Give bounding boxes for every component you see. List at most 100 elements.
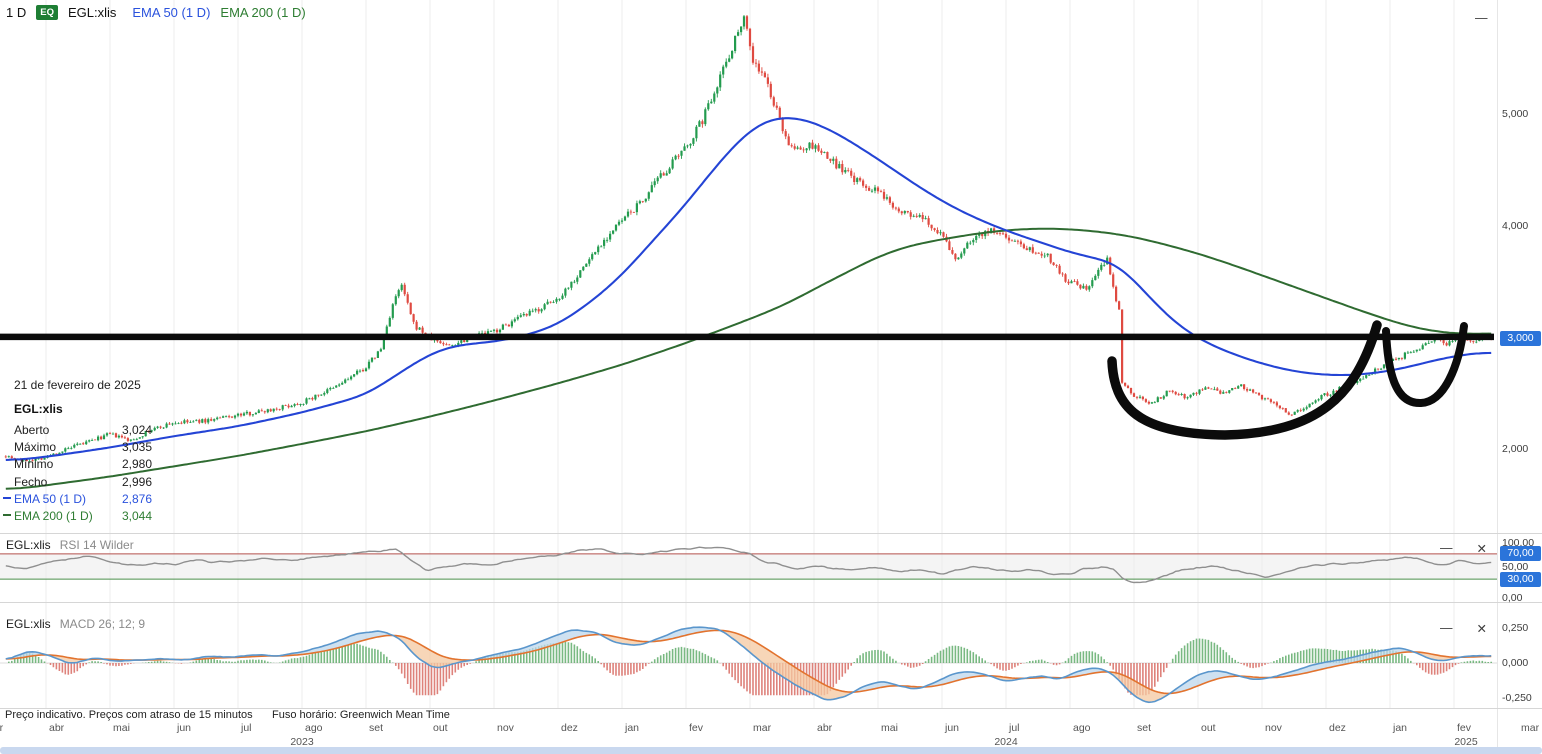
low-value: 2,980 <box>121 457 152 472</box>
timeframe-selector[interactable]: 1 D <box>6 5 27 20</box>
price-axis-tick: 5,000 <box>1502 108 1529 120</box>
ema50-overlay-label[interactable]: EMA 50 (1 D) <box>132 5 211 20</box>
price-axis-tick: 4,000 <box>1502 220 1529 232</box>
minimize-rsi-button[interactable]: — <box>1440 541 1453 555</box>
price-axis-separator <box>1497 0 1498 747</box>
rsi-panel-buttons: — ✕ <box>1440 541 1487 556</box>
month-label: jan <box>1393 722 1408 734</box>
macd-axis-tick: -0,250 <box>1502 692 1532 704</box>
month-label: jun <box>945 722 960 734</box>
cup-and-handle-annotation <box>1107 320 1382 440</box>
open-value: 3,024 <box>121 423 152 437</box>
month-label: jul <box>241 722 252 734</box>
month-label: mai <box>113 722 130 734</box>
rsi-panel-title[interactable]: RSI 14 Wilder <box>59 538 134 552</box>
chart-toolbar: 1 D EQ EGL:xlis EMA 50 (1 D) EMA 200 (1 … <box>6 5 306 20</box>
macd-axis-tick: 0,000 <box>1502 657 1529 669</box>
candle-bodies-up <box>7 16 1490 462</box>
rsi-panel-top-border <box>0 533 1542 534</box>
last-price-label: 3,000 <box>1500 331 1541 346</box>
macd-panel-bottom-border <box>0 708 1542 709</box>
ohlc-info-panel: 21 de fevereiro de 2025 EGL:xlis Aberto 3… <box>3 378 152 526</box>
ema200-line <box>5 227 1492 490</box>
cup-and-handle-annotation <box>1382 322 1468 407</box>
macd-panel-canvas[interactable] <box>0 602 1542 708</box>
close-macd-button[interactable]: ✕ <box>1476 622 1487 636</box>
year-label: 2023 <box>290 736 314 748</box>
x-axis-months: mar abr mai jun jul ago set out nov dez jan fev mar a… <box>0 722 1542 735</box>
month-label: ago <box>1073 722 1091 734</box>
price-disclaimer: Preço indicativo. Preços com atraso de 1… <box>5 709 253 721</box>
month-label: abr <box>49 722 65 734</box>
high-value: 3,035 <box>121 440 152 455</box>
minimize-main-chart-button[interactable]: — <box>1475 11 1488 25</box>
month-label: dez <box>561 722 578 734</box>
month-label: set <box>369 722 384 734</box>
month-label: jun <box>177 722 192 734</box>
x-axis-years: 2023 2024 2025 <box>0 736 1542 748</box>
macd-panel-title[interactable]: MACD 26; 12; 9 <box>59 617 146 631</box>
month-label: jan <box>625 722 640 734</box>
month-label: mar <box>0 722 4 734</box>
ema200-info-label: EMA 200 (1 D) <box>14 508 93 523</box>
month-label: out <box>433 722 448 734</box>
minimize-macd-button[interactable]: — <box>1440 621 1453 635</box>
instrument-type-badge: EQ <box>36 5 58 20</box>
month-label: nov <box>497 722 514 734</box>
info-date: 21 de fevereiro de 2025 <box>14 378 141 392</box>
month-label: mar <box>753 722 772 734</box>
close-label: Fecho <box>14 474 48 489</box>
close-value: 2,996 <box>121 474 152 489</box>
close-rsi-button[interactable]: ✕ <box>1476 542 1487 556</box>
rsi-level-label: 70,00 <box>1500 546 1541 561</box>
month-label: mar <box>1521 722 1540 734</box>
open-label: Aberto <box>14 423 50 437</box>
ema50-line-swatch <box>3 496 11 499</box>
month-label: dez <box>1329 722 1346 734</box>
ema200-info-value: 3,044 <box>121 508 152 523</box>
month-label: fev <box>1457 722 1472 734</box>
rsi-mid-tick: 50,00 <box>1502 561 1529 573</box>
macd-histogram-negative <box>46 663 1460 696</box>
ema200-overlay-label[interactable]: EMA 200 (1 D) <box>220 5 306 20</box>
rsi-panel-header: EGL:xlis RSI 14 Wilder <box>6 538 134 552</box>
candle-wicks-down <box>5 15 1492 462</box>
high-label: Máximo <box>14 440 57 455</box>
rsi-axis-tick: 0,00 <box>1502 592 1523 604</box>
month-label: out <box>1201 722 1216 734</box>
ema50-info-label: EMA 50 (1 D) <box>14 491 87 506</box>
macd-axis-tick: 0,250 <box>1502 622 1529 634</box>
rsi-level-label: 30,00 <box>1500 572 1541 587</box>
macd-panel-symbol: EGL:xlis <box>6 617 51 631</box>
year-label: 2025 <box>1454 736 1478 748</box>
month-label: fev <box>689 722 704 734</box>
ema50-info-value: 2,876 <box>121 491 152 506</box>
low-label: Mínimo <box>14 457 54 472</box>
price-axis-tick: 2,000 <box>1502 443 1529 455</box>
main-price-chart-canvas[interactable] <box>0 0 1542 533</box>
month-label: nov <box>1265 722 1282 734</box>
candle-bodies-down <box>4 16 1493 462</box>
candle-wicks-up <box>8 15 1489 463</box>
month-label: abr <box>817 722 833 734</box>
macd-line <box>5 626 1492 704</box>
macd-panel-header: EGL:xlis MACD 26; 12; 9 <box>6 617 145 631</box>
rsi-band <box>0 553 1497 580</box>
rsi-panel-symbol: EGL:xlis <box>6 538 51 552</box>
timezone-note: Fuso horário: Greenwich Mean Time <box>272 709 450 721</box>
month-label: ago <box>305 722 323 734</box>
rsi-line <box>5 546 1492 584</box>
ema50-line <box>5 117 1492 461</box>
macd-panel-buttons: — ✕ <box>1440 621 1487 636</box>
month-label: set <box>1137 722 1152 734</box>
symbol-label[interactable]: EGL:xlis <box>67 5 117 20</box>
year-label: 2024 <box>994 736 1018 748</box>
ema200-line-swatch <box>3 513 11 516</box>
horizontal-scrollbar[interactable] <box>0 747 1542 754</box>
info-symbol: EGL:xlis <box>14 402 63 416</box>
rsi-panel-canvas[interactable] <box>0 533 1542 602</box>
month-label: mai <box>881 722 898 734</box>
macd-panel-top-border <box>0 602 1542 603</box>
macd-signal-line <box>5 629 1492 695</box>
